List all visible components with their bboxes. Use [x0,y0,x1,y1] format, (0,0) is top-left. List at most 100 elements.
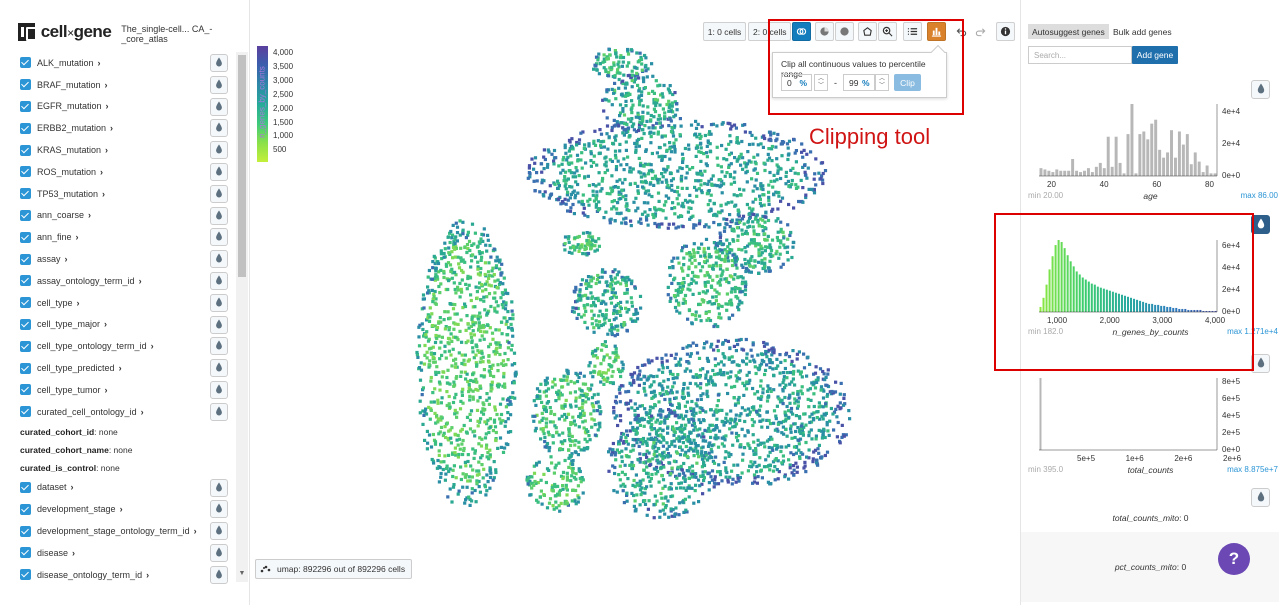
color-by-button[interactable] [210,359,228,378]
category-row[interactable]: disease › [0,542,236,564]
category-row[interactable]: cell_type_ontology_term_id › [0,335,236,357]
category-checkbox[interactable] [20,209,31,221]
category-checkbox[interactable] [20,122,31,134]
chevron-right-icon[interactable]: › [140,406,144,417]
clip-max-input[interactable]: 99% [843,74,875,91]
categories-button[interactable] [903,22,922,41]
histogram-chart[interactable] [1021,76,1279,186]
category-label[interactable]: dataset [37,482,67,493]
category-row[interactable]: cell_type › [0,292,236,314]
chevron-right-icon[interactable]: › [118,363,122,374]
category-checkbox[interactable] [20,525,31,537]
color-by-button[interactable] [210,337,228,356]
color-by-button[interactable] [210,250,228,269]
color-by-button[interactable] [210,184,228,203]
tab-autosuggest-genes[interactable]: Autosuggest genes [1028,24,1109,39]
category-row[interactable]: KRAS_mutation › [0,139,236,161]
category-label[interactable]: cell_type_predicted [37,363,115,374]
color-by-button[interactable] [210,402,228,421]
subset-to-selection-button[interactable] [815,22,834,41]
color-by-button[interactable] [210,522,228,541]
umap-scatter[interactable] [405,42,875,522]
category-label[interactable]: development_stage [37,504,116,515]
gene-search-input[interactable]: Search... [1028,46,1132,64]
color-by-button[interactable] [210,271,228,290]
clip-apply-button[interactable]: Clip [894,74,921,91]
category-checkbox[interactable] [20,297,31,309]
clip-max-stepper[interactable]: ︿ ﹀ [875,74,889,91]
color-by-button[interactable] [210,97,228,116]
chevron-right-icon[interactable]: › [75,232,79,243]
redo-button[interactable] [972,22,988,41]
category-label[interactable]: cell_type_tumor [37,384,101,395]
color-by-button[interactable] [1251,215,1270,234]
color-by-button[interactable] [210,141,228,160]
category-row[interactable]: ERBB2_mutation › [0,117,236,139]
category-checkbox[interactable] [20,144,31,156]
category-label[interactable]: cell_type_ontology_term_id [37,341,147,352]
category-row[interactable]: assay_ontology_term_id › [0,270,236,292]
category-label[interactable]: curated_cell_ontology_id [37,406,137,417]
category-checkbox[interactable] [20,79,31,91]
color-by-button[interactable] [210,228,228,247]
chevron-right-icon[interactable]: › [150,341,154,352]
color-by-button[interactable] [210,315,228,334]
category-row[interactable]: cell_type_major › [0,314,236,336]
category-row[interactable]: dataset › [0,477,236,499]
category-checkbox[interactable] [20,166,31,178]
color-by-button[interactable] [210,293,228,312]
category-label[interactable]: EGFR_mutation [37,101,102,112]
chevron-right-icon[interactable]: › [138,275,142,286]
category-checkbox[interactable] [20,547,31,559]
category-label[interactable]: BRAF_mutation [37,79,101,90]
category-label[interactable]: ann_fine [37,232,72,243]
category-row[interactable]: EGFR_mutation › [0,96,236,118]
category-row[interactable]: TP53_mutation › [0,183,236,205]
category-row[interactable]: assay › [0,248,236,270]
category-row[interactable]: ROS_mutation › [0,161,236,183]
color-by-button[interactable] [1251,80,1270,99]
category-row[interactable]: curated_cell_ontology_id › [0,401,236,423]
chevron-right-icon[interactable]: › [110,123,114,134]
category-row[interactable]: ann_fine › [0,226,236,248]
chevron-right-icon[interactable]: › [97,57,101,68]
category-checkbox[interactable] [20,275,31,287]
chevron-right-icon[interactable]: › [105,101,109,112]
color-by-button[interactable] [210,565,228,584]
category-checkbox[interactable] [20,406,31,418]
category-label[interactable]: disease [37,547,69,558]
category-row[interactable]: disease_ontology_term_id › [0,564,236,586]
chevron-right-icon[interactable]: › [100,166,104,177]
chevron-right-icon[interactable]: › [193,526,197,537]
category-checkbox[interactable] [20,362,31,374]
category-label[interactable]: ERBB2_mutation [37,123,107,134]
zoom-button[interactable] [878,22,897,41]
category-checkbox[interactable] [20,188,31,200]
category-row[interactable]: development_stage › [0,498,236,520]
chevron-right-icon[interactable]: › [104,319,108,330]
category-row[interactable]: cell_type_tumor › [0,379,236,401]
scroll-down-arrow[interactable]: ▼ [238,570,246,577]
category-checkbox[interactable] [20,340,31,352]
subset-button[interactable] [792,22,811,41]
color-by-button[interactable] [210,75,228,94]
scroll-thumb[interactable] [238,55,246,277]
chevron-right-icon[interactable]: › [64,254,68,265]
category-checkbox[interactable] [20,57,31,69]
color-by-button[interactable] [210,478,228,497]
category-label[interactable]: ALK_mutation [37,57,94,68]
category-label[interactable]: KRAS_mutation [37,145,102,156]
category-label[interactable]: ROS_mutation [37,166,97,177]
cell-set-1-button[interactable]: 1: 0 cells [703,22,746,41]
reset-subset-button[interactable] [835,22,854,41]
category-checkbox[interactable] [20,384,31,396]
category-row[interactable]: ann_coarse › [0,205,236,227]
clip-min-input[interactable]: 0% [781,74,812,91]
color-by-button[interactable] [210,162,228,181]
category-label[interactable]: development_stage_ontology_term_id [37,526,190,537]
chevron-right-icon[interactable]: › [70,482,74,493]
category-checkbox[interactable] [20,569,31,581]
category-checkbox[interactable] [20,503,31,515]
clip-button[interactable] [927,22,946,41]
category-checkbox[interactable] [20,318,31,330]
